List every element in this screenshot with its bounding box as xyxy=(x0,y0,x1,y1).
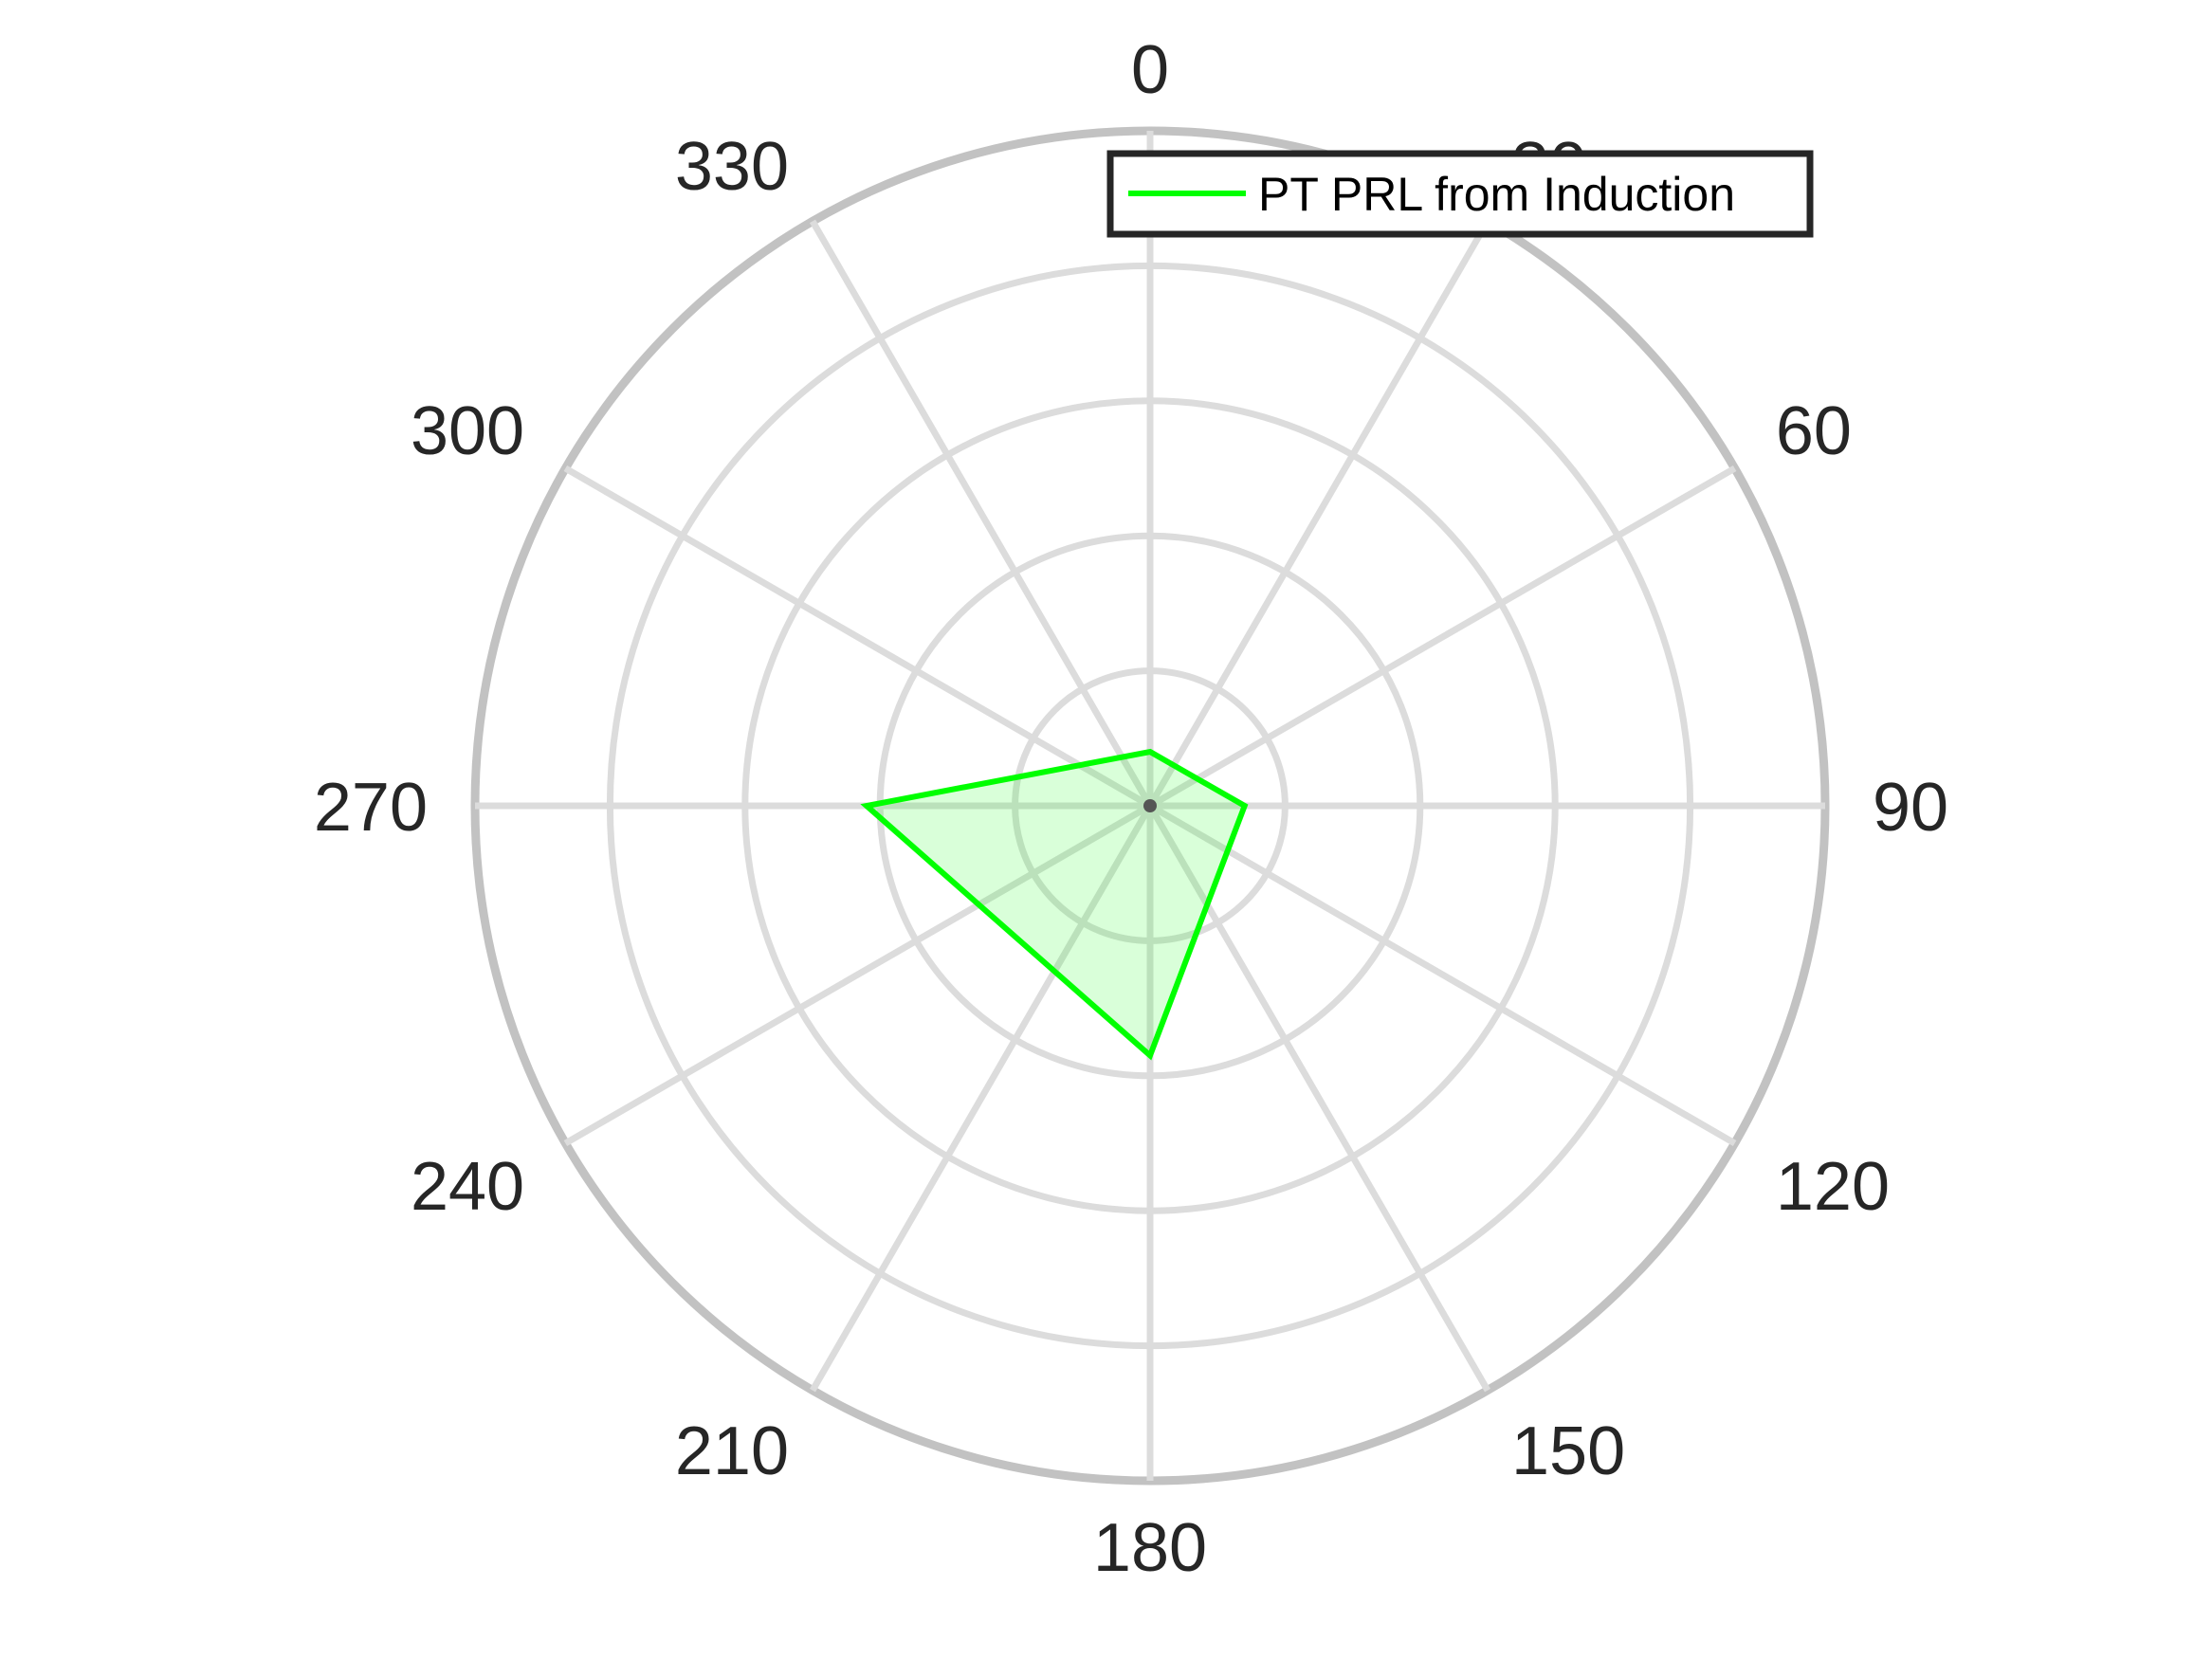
data-point xyxy=(1149,751,1151,753)
data-point xyxy=(866,805,868,807)
origin-marker xyxy=(1143,799,1157,812)
grid-spoke xyxy=(809,219,1154,808)
grid-spoke xyxy=(1148,802,1737,1147)
theta-tick-label: 60 xyxy=(1776,393,1852,469)
series-layer xyxy=(860,748,1249,1061)
series-area xyxy=(867,752,1245,1056)
grid-spoke xyxy=(809,804,1154,1393)
legend: PT PRL from Induction xyxy=(1106,150,1814,238)
theta-tick-label: 120 xyxy=(1776,1149,1890,1225)
theta-tick-label: 300 xyxy=(411,393,524,469)
data-point xyxy=(1244,805,1246,807)
grid-spoke xyxy=(563,465,1152,810)
theta-tick-label: 210 xyxy=(675,1413,789,1489)
theta-tick-label: 0 xyxy=(1131,32,1169,108)
theta-tick-label: 240 xyxy=(411,1149,524,1225)
theta-tick-label: 330 xyxy=(675,129,789,205)
angular-grid xyxy=(475,131,1825,1481)
grid-spoke xyxy=(1148,465,1737,810)
theta-tick-label: 270 xyxy=(314,770,428,846)
legend-label: PT PRL from Induction xyxy=(1258,168,1735,221)
grid-spoke xyxy=(563,802,1152,1147)
theta-tick-label: 90 xyxy=(1873,770,1948,846)
theta-tick-label: 150 xyxy=(1511,1413,1625,1489)
theta-tick-label: 180 xyxy=(1093,1510,1207,1586)
grid-spoke xyxy=(1146,219,1491,808)
data-point xyxy=(1149,1054,1151,1056)
